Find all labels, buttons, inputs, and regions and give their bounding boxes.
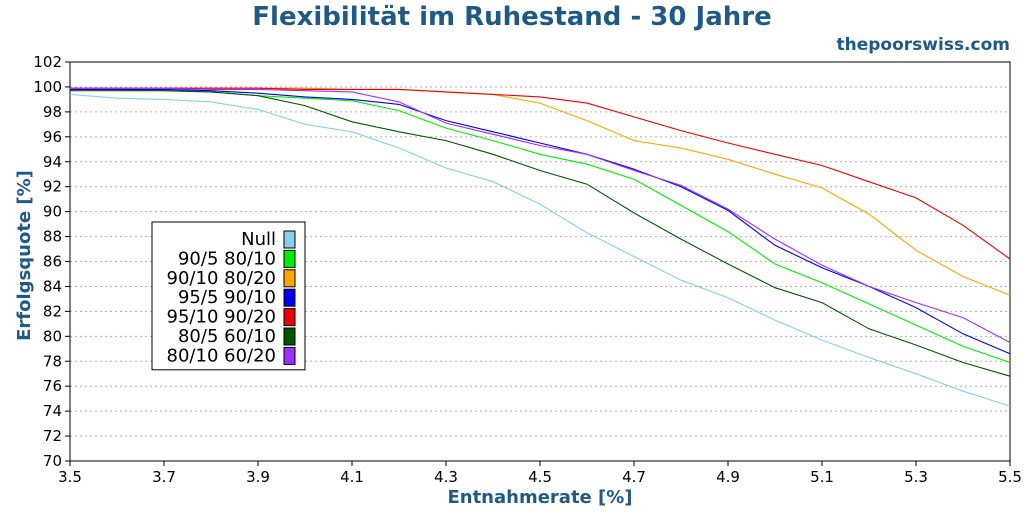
y-tick-label: 100 bbox=[33, 78, 62, 96]
legend-swatch bbox=[283, 269, 296, 288]
x-tick-label: 4.7 bbox=[622, 468, 646, 486]
x-tick-label: 4.1 bbox=[340, 468, 364, 486]
y-tick-label: 80 bbox=[43, 327, 62, 345]
legend-label: 95/10 90/20 bbox=[167, 307, 276, 328]
y-tick-label: 94 bbox=[43, 153, 62, 171]
y-tick-label: 98 bbox=[43, 103, 62, 121]
y-tick-label: 82 bbox=[43, 302, 62, 320]
legend-swatch bbox=[283, 308, 296, 327]
legend-swatch bbox=[283, 230, 296, 249]
series-line-6 bbox=[70, 90, 1011, 377]
x-tick-label: 5.1 bbox=[810, 468, 834, 486]
y-tick-label: 102 bbox=[33, 53, 62, 71]
y-tick-label: 84 bbox=[43, 277, 62, 295]
x-tick-label: 3.9 bbox=[246, 468, 270, 486]
x-axis-title: Entnahmerate [%] bbox=[447, 487, 632, 508]
y-tick-label: 72 bbox=[43, 427, 62, 445]
axis-ticks: 70 72 74 76 78 80 82 84 86 88 90 92 94 96 98 100 102 3.5 3… bbox=[33, 53, 1022, 486]
legend-swatch bbox=[283, 346, 296, 365]
series-line-4 bbox=[70, 88, 1011, 355]
y-tick-label: 96 bbox=[43, 128, 62, 146]
legend-label: 95/5 90/10 bbox=[178, 287, 276, 308]
x-tick-label: 5.3 bbox=[904, 468, 928, 486]
x-tick-label: 5.5 bbox=[998, 468, 1022, 486]
y-tick-label: 86 bbox=[43, 253, 62, 271]
series-lines bbox=[69, 87, 1011, 407]
x-tick-label: 3.5 bbox=[58, 468, 82, 486]
legend-label: Null bbox=[241, 229, 276, 250]
x-tick-label: 3.7 bbox=[152, 468, 176, 486]
y-tick-label: 90 bbox=[43, 203, 62, 221]
legend-label: 90/5 80/10 bbox=[178, 248, 276, 269]
series-line-5 bbox=[70, 87, 1011, 260]
legend-swatch bbox=[283, 249, 296, 268]
y-tick-label: 74 bbox=[43, 402, 62, 420]
y-tick-label: 78 bbox=[43, 352, 62, 370]
legend-label: 80/5 60/10 bbox=[178, 326, 276, 347]
y-tick-label: 92 bbox=[43, 178, 62, 196]
legend-box bbox=[151, 221, 306, 371]
legend-swatch bbox=[283, 327, 296, 346]
series-line-7 bbox=[70, 87, 1011, 343]
series-line-1 bbox=[69, 93, 1011, 407]
site-watermark: thepoorswiss.com bbox=[837, 35, 1011, 55]
chart-title: Flexibilität im Ruhestand - 30 Jahre bbox=[252, 2, 771, 32]
legend-swatch bbox=[283, 288, 296, 307]
x-tick-label: 4.9 bbox=[716, 468, 740, 486]
x-tick-label: 4.3 bbox=[434, 468, 458, 486]
y-tick-label: 88 bbox=[43, 228, 62, 246]
legend-label: 90/10 80/20 bbox=[167, 268, 276, 289]
y-axis-title: Erfolgsquote [%] bbox=[14, 170, 35, 341]
legend-label: 80/10 60/20 bbox=[167, 345, 276, 366]
y-tick-label: 76 bbox=[43, 377, 62, 395]
x-tick-label: 4.5 bbox=[528, 468, 552, 486]
y-tick-label: 70 bbox=[43, 452, 62, 470]
